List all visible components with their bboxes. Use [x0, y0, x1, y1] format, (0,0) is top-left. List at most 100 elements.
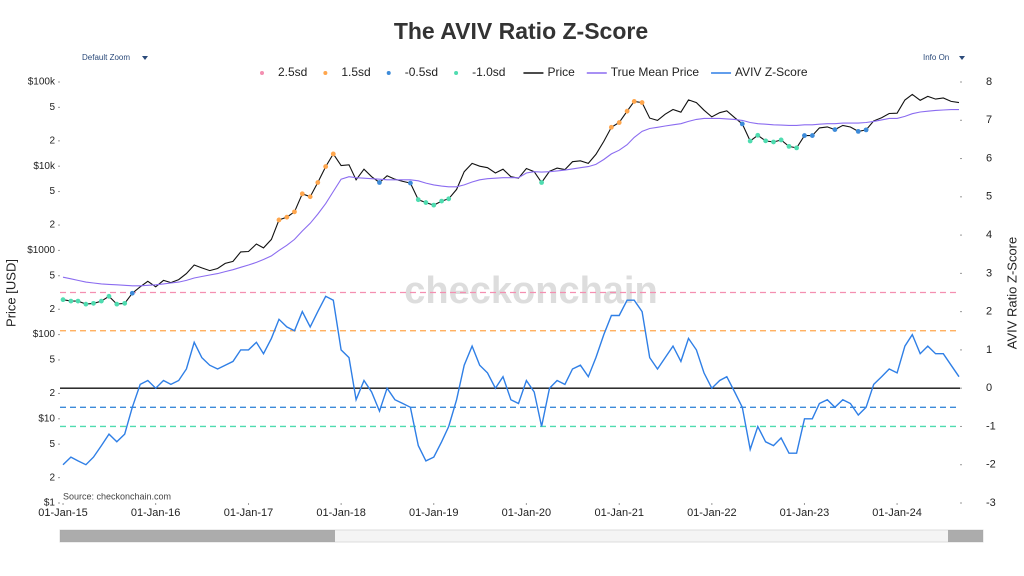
band-point [539, 180, 544, 185]
y-tick-label: 5 [49, 270, 55, 281]
band-point [415, 197, 421, 203]
legend-marker [386, 71, 391, 75]
info-label[interactable]: Info On [923, 53, 949, 62]
band-point [315, 180, 321, 185]
x-tick-label: 01-Jan-23 [780, 507, 830, 519]
band-point [809, 133, 815, 138]
x-tick-label: 01-Jan-17 [224, 507, 274, 519]
y-tick-label: $1000 [27, 245, 55, 256]
dropdown-arrow[interactable] [959, 56, 965, 60]
y-tick-label: 5 [49, 102, 55, 113]
band-point [299, 191, 305, 197]
x-tick-label: 01-Jan-24 [872, 507, 922, 519]
band-point [771, 139, 776, 145]
legend-label: -1.0sd [472, 65, 505, 79]
band-point [431, 202, 437, 208]
x-tick-label: 01-Jan-22 [687, 507, 737, 519]
legend-label: True Mean Price [611, 65, 700, 79]
y-tick-label: 2 [49, 220, 55, 231]
y2-tick-label: 0 [986, 382, 992, 394]
x-tick-label: 01-Jan-20 [502, 507, 552, 519]
y2-tick-label: 3 [986, 267, 992, 279]
band-point [616, 120, 622, 125]
band-point [98, 298, 104, 304]
y-tick-label: 5 [49, 355, 55, 366]
y2-tick-label: -1 [986, 420, 996, 432]
legend-label: Price [547, 65, 575, 79]
band-point [755, 132, 761, 138]
x-tick-label: 01-Jan-21 [594, 507, 644, 519]
band-point [60, 297, 66, 303]
band-point [75, 298, 81, 304]
band-point [284, 214, 290, 220]
band-point [446, 196, 452, 202]
y2-axis-title: AVIV Ratio Z-Score [1004, 237, 1019, 349]
slider-mask[interactable] [60, 530, 335, 542]
y2-tick-label: 6 [986, 152, 992, 164]
range-slider[interactable] [59, 529, 984, 543]
x-tick-label: 01-Jan-18 [316, 507, 366, 519]
band-point [608, 124, 614, 130]
slider-mask[interactable] [948, 530, 983, 542]
y-tick-label: 5 [49, 439, 55, 450]
y-tick-label: 2 [49, 135, 55, 146]
plot-area: $1 2 5 $10 2 5 $100 2 5 $1000 2 5 $10k 2 5 $100k -3 -2 -1 0… [27, 76, 996, 519]
y2-tick-label: 5 [986, 191, 992, 203]
zoom-label[interactable]: Default Zoom [82, 53, 130, 62]
series-line [62, 109, 959, 287]
band-point [323, 164, 329, 169]
y-tick-label: 2 [49, 472, 55, 483]
band-point [106, 293, 112, 299]
y2-tick-label: -3 [986, 497, 996, 509]
band-point [292, 209, 297, 215]
band-point [122, 300, 128, 306]
info-control[interactable]: Info On [923, 53, 965, 62]
band-point [855, 129, 861, 134]
y2-tick-label: 7 [986, 114, 992, 126]
band-point [439, 198, 445, 204]
y-tick-label: $10k [33, 161, 56, 172]
series-line [62, 295, 960, 466]
band-point [129, 290, 135, 296]
band-point [91, 300, 96, 306]
band-point [114, 301, 120, 307]
legend-label: 1.5sd [341, 65, 370, 79]
band-point [330, 151, 336, 157]
x-tick-label: 01-Jan-15 [38, 507, 88, 519]
band-point [83, 301, 89, 307]
band-point [423, 200, 429, 205]
y-tick-label: $1 [44, 498, 56, 509]
band-point [307, 194, 313, 200]
band-point [377, 180, 382, 185]
y2-tick-label: -2 [986, 459, 996, 471]
band-point [408, 180, 413, 186]
y2-tick-label: 2 [986, 306, 992, 318]
band-point [639, 100, 645, 105]
band-point [747, 138, 753, 144]
x-tick-label: 01-Jan-16 [131, 507, 181, 519]
band-point [802, 133, 807, 138]
legend-marker [454, 71, 459, 75]
y-tick-label: $100k [28, 77, 56, 88]
zoom-control[interactable]: Default Zoom [82, 53, 148, 62]
band-point [763, 138, 769, 144]
dropdown-arrow[interactable] [142, 56, 148, 60]
legend-label: 2.5sd [278, 65, 307, 79]
legend-label: AVIV Z-Score [735, 65, 808, 79]
y-axis-title: Price [USD] [3, 259, 18, 327]
y-tick-label: 2 [49, 388, 55, 399]
y-tick-label: 2 [49, 304, 55, 315]
source-note: Source: checkonchain.com [63, 491, 171, 501]
series-line [62, 93, 960, 305]
band-point [832, 127, 838, 133]
y-tick-label: $100 [33, 329, 56, 340]
band-point [786, 143, 792, 149]
y2-tick-label: 1 [986, 344, 992, 356]
legend-marker [323, 71, 328, 75]
y-tick-label: 5 [49, 186, 55, 197]
band-point [631, 99, 637, 104]
legend: 2.5sd 1.5sd -0.5sd -1.0sd Price True Mean Pri… [260, 65, 808, 79]
y2-tick-label: 8 [986, 76, 992, 88]
